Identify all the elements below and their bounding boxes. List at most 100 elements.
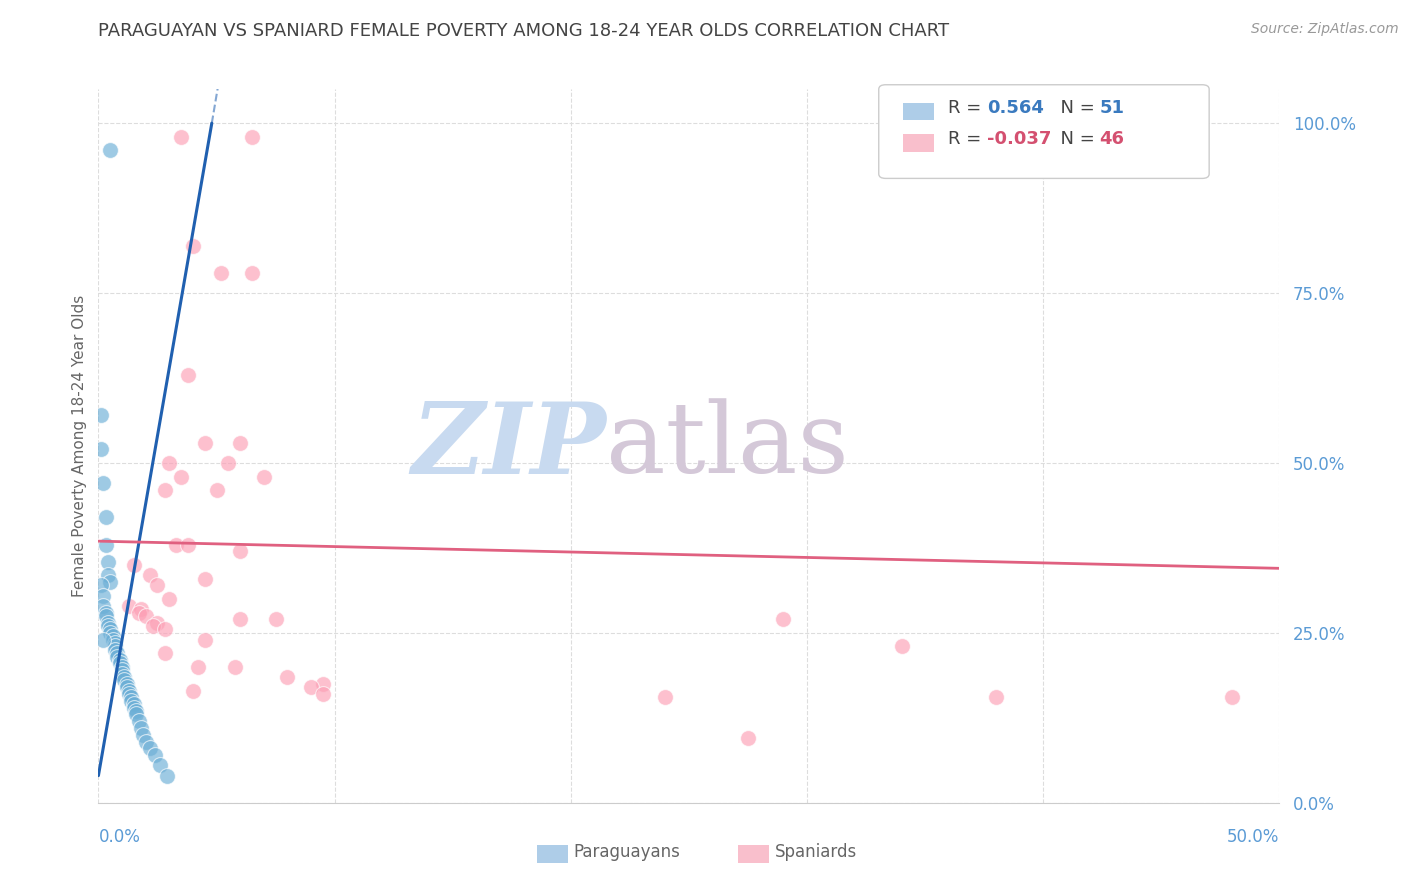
Point bbox=[217, 456, 239, 470]
Point bbox=[737, 731, 759, 746]
Text: Source: ZipAtlas.com: Source: ZipAtlas.com bbox=[1251, 22, 1399, 37]
Point bbox=[312, 687, 335, 701]
Point bbox=[125, 707, 148, 722]
Point bbox=[224, 660, 246, 674]
Point bbox=[90, 409, 112, 423]
Point bbox=[209, 266, 232, 280]
Point bbox=[94, 608, 117, 623]
Point bbox=[91, 632, 114, 647]
Point bbox=[104, 643, 127, 657]
Point bbox=[240, 129, 263, 144]
Point bbox=[229, 435, 252, 450]
Point bbox=[129, 602, 152, 616]
Point bbox=[229, 544, 252, 558]
Point bbox=[118, 683, 141, 698]
Text: -0.037: -0.037 bbox=[987, 130, 1052, 148]
Point bbox=[157, 591, 180, 606]
Text: 50.0%: 50.0% bbox=[1227, 828, 1279, 846]
Point bbox=[125, 704, 148, 718]
Point bbox=[177, 537, 200, 551]
Text: 0.564: 0.564 bbox=[987, 99, 1043, 117]
Point bbox=[105, 649, 128, 664]
Point bbox=[240, 266, 263, 280]
Point bbox=[90, 578, 112, 592]
Point bbox=[143, 748, 166, 763]
Point bbox=[94, 537, 117, 551]
Point bbox=[1220, 690, 1243, 705]
Point bbox=[229, 612, 252, 626]
Point bbox=[187, 660, 209, 674]
Point bbox=[104, 636, 127, 650]
Point bbox=[142, 619, 165, 633]
Point bbox=[165, 537, 187, 551]
Point bbox=[97, 615, 120, 630]
Point bbox=[121, 690, 143, 705]
Point bbox=[94, 606, 117, 620]
Point bbox=[98, 626, 121, 640]
Point bbox=[115, 677, 138, 691]
Point bbox=[205, 483, 228, 498]
Point bbox=[105, 646, 128, 660]
Point bbox=[194, 435, 217, 450]
Text: N =: N = bbox=[1049, 99, 1101, 117]
Text: atlas: atlas bbox=[606, 398, 849, 494]
Point bbox=[108, 657, 131, 671]
Point bbox=[181, 683, 204, 698]
Point bbox=[149, 758, 172, 772]
Point bbox=[91, 476, 114, 491]
Point bbox=[312, 677, 335, 691]
Point bbox=[177, 368, 200, 382]
Point bbox=[135, 608, 157, 623]
Point bbox=[98, 574, 121, 589]
Point bbox=[97, 555, 120, 569]
Point bbox=[122, 700, 145, 714]
Point bbox=[253, 469, 276, 483]
Text: Paraguayans: Paraguayans bbox=[574, 843, 681, 861]
Point bbox=[139, 568, 162, 582]
Point bbox=[146, 578, 169, 592]
Point bbox=[98, 623, 121, 637]
Text: PARAGUAYAN VS SPANIARD FEMALE POVERTY AMONG 18-24 YEAR OLDS CORRELATION CHART: PARAGUAYAN VS SPANIARD FEMALE POVERTY AM… bbox=[98, 22, 949, 40]
Point bbox=[157, 456, 180, 470]
Point bbox=[101, 629, 124, 643]
Point bbox=[153, 623, 176, 637]
Point bbox=[122, 698, 145, 712]
Point bbox=[156, 769, 179, 783]
Point bbox=[91, 589, 114, 603]
Point bbox=[121, 694, 143, 708]
Point bbox=[276, 670, 298, 684]
Point bbox=[112, 673, 135, 688]
Point bbox=[128, 606, 150, 620]
Point bbox=[101, 632, 124, 647]
Text: N =: N = bbox=[1049, 130, 1101, 148]
Point bbox=[139, 741, 162, 756]
Point bbox=[118, 599, 141, 613]
Point bbox=[115, 680, 138, 694]
Text: 46: 46 bbox=[1099, 130, 1125, 148]
Point bbox=[97, 568, 120, 582]
Point bbox=[194, 572, 217, 586]
Point bbox=[90, 442, 112, 457]
Point bbox=[122, 558, 145, 572]
Text: R =: R = bbox=[948, 130, 987, 148]
Point bbox=[91, 599, 114, 613]
Point bbox=[111, 666, 134, 681]
Point bbox=[128, 714, 150, 729]
Point bbox=[104, 640, 127, 654]
Point bbox=[984, 690, 1007, 705]
Point bbox=[170, 129, 193, 144]
Point bbox=[111, 663, 134, 677]
Point bbox=[181, 238, 204, 252]
Text: Spaniards: Spaniards bbox=[775, 843, 856, 861]
Point bbox=[135, 734, 157, 748]
Point bbox=[264, 612, 287, 626]
Text: 0.0%: 0.0% bbox=[98, 828, 141, 846]
Point bbox=[170, 469, 193, 483]
Text: R =: R = bbox=[948, 99, 987, 117]
Point bbox=[153, 646, 176, 660]
Text: ZIP: ZIP bbox=[412, 398, 606, 494]
Point bbox=[146, 615, 169, 630]
Point bbox=[132, 728, 155, 742]
Point bbox=[108, 653, 131, 667]
Point bbox=[97, 619, 120, 633]
